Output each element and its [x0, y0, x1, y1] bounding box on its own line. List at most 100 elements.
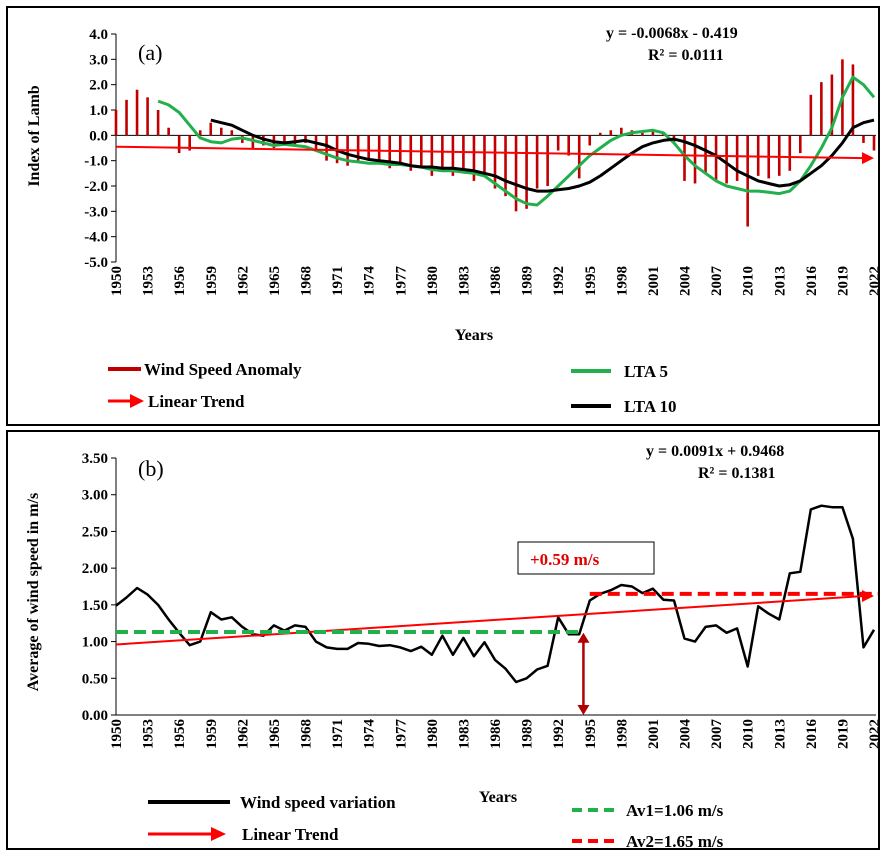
anomaly-bar — [598, 132, 602, 136]
anomaly-bar — [219, 127, 223, 136]
x-tick-label: 1953 — [141, 266, 157, 296]
x-tick-label: 2001 — [646, 719, 662, 749]
anomaly-bar — [409, 135, 413, 171]
trend-line-a — [115, 145, 865, 160]
x-tick-label: 1977 — [393, 266, 409, 297]
y-tick-label: 2.50 — [82, 524, 108, 540]
anomaly-bar — [230, 130, 234, 136]
anomaly-bar — [325, 135, 328, 161]
change-arrow-down — [577, 705, 590, 715]
y-tick-label: 4.0 — [89, 27, 108, 43]
x-tick-label: 1995 — [583, 266, 599, 296]
anomaly-bar — [135, 89, 139, 136]
x-tick-label: 1950 — [109, 266, 125, 296]
y-tick-label: -5.0 — [84, 255, 108, 271]
x-tick-label: 1971 — [330, 266, 346, 296]
y-tick-label: 2.00 — [82, 561, 108, 577]
panel-a-label: (a) — [138, 40, 162, 65]
panel-a: (a) y = -0.0068x - 0.419 R² = 0.0111 Yea… — [6, 6, 880, 426]
x-tick-label: 1992 — [551, 719, 567, 749]
x-tick-label: 2010 — [741, 719, 757, 749]
x-tick-label: 1989 — [520, 719, 536, 749]
x-tick-label: 1986 — [488, 719, 504, 750]
chart-a-svg: (a) y = -0.0068x - 0.419 R² = 0.0111 Yea… — [26, 25, 878, 416]
anomaly-bar — [725, 135, 728, 184]
anomaly-bar — [188, 135, 191, 151]
legend-trend-b-arrow — [211, 827, 226, 841]
legend-lta10-label: LTA 10 — [624, 397, 676, 416]
x-tick-label: 1998 — [614, 719, 630, 749]
increase-annotation-box — [517, 541, 655, 575]
y-tick-label: 1.50 — [82, 598, 108, 614]
lta5-line — [157, 75, 876, 207]
x-tick-label: 2016 — [804, 266, 820, 297]
x-tick-label: 1953 — [141, 719, 157, 749]
x-tick-label: 1974 — [362, 266, 378, 297]
panel-a-r2: R² = 0.0111 — [648, 47, 724, 64]
anomaly-bar — [777, 135, 781, 176]
legend-lta5-label: LTA 5 — [624, 362, 668, 381]
anomaly-bar — [746, 135, 749, 227]
anomaly-bar — [377, 135, 381, 164]
x-tick-label: 1968 — [299, 719, 315, 749]
y-tick-label: -4.0 — [84, 230, 108, 246]
anomaly-bar — [799, 135, 802, 154]
y-tick-label: 1.00 — [82, 635, 108, 651]
y-tick-label: 0.00 — [82, 708, 108, 724]
x-tick-label: 2013 — [772, 719, 788, 749]
panel-b-label: (b) — [138, 456, 164, 481]
anomaly-bar — [430, 135, 434, 176]
x-tick-label: 2007 — [709, 719, 725, 750]
anomaly-bar — [556, 135, 560, 151]
x-tick-label: 2022 — [867, 266, 878, 296]
anomaly-bar — [820, 82, 823, 136]
x-tick-label: 1971 — [330, 719, 346, 749]
x-tick-label: 2022 — [867, 719, 878, 749]
y-tick-label: 3.00 — [82, 488, 108, 504]
anomaly-bar — [356, 135, 360, 161]
x-tick-label: 1983 — [456, 266, 472, 296]
anomaly-bar — [735, 135, 739, 181]
x-tick-label: 1986 — [488, 266, 504, 297]
panel-b-r2: R² = 0.1381 — [698, 465, 775, 482]
lta10-line — [210, 118, 875, 193]
legend-trend-a-label: Linear Trend — [148, 392, 245, 411]
x-tick-label: 2010 — [741, 266, 757, 296]
anomaly-bar — [567, 135, 570, 156]
y-tick-label: -3.0 — [84, 204, 108, 220]
anomaly-bar — [620, 127, 623, 136]
legend-anomaly-label: Wind Speed Anomaly — [144, 360, 302, 379]
anomaly-bar — [209, 122, 213, 136]
anomaly-bar — [641, 132, 644, 136]
x-tick-label: 1959 — [204, 719, 220, 749]
anomaly-bar — [830, 74, 834, 136]
anomaly-bar — [546, 135, 549, 186]
anomaly-bar — [283, 135, 286, 143]
anomaly-bar — [504, 135, 507, 197]
anomaly-bar — [483, 135, 486, 174]
anomaly-bar — [177, 135, 181, 154]
x-tick-label: 1959 — [204, 266, 220, 296]
x-tick-label: 1950 — [109, 719, 125, 749]
panel-b-ylabel: Average of wind speed in m/s — [25, 493, 42, 691]
y-tick-label: -1.0 — [84, 154, 108, 170]
panel-b-xlabel: Years — [479, 789, 517, 806]
anomaly-bar — [588, 135, 592, 146]
anomaly-bar — [156, 110, 160, 136]
chart-b-svg: (b) y = 0.0091x + 0.9468 R² = 0.1381 Ave… — [25, 443, 878, 848]
x-tick-label: 1956 — [172, 266, 188, 297]
trend-line-b — [115, 595, 865, 646]
y-tick-label: 0.0 — [89, 128, 108, 144]
anomaly-bar — [398, 135, 402, 164]
anomaly-bar — [146, 97, 149, 136]
panel-a-ylabel: Index of Lamb — [26, 85, 43, 186]
anomaly-bar — [462, 135, 465, 174]
panel-b-equation: y = 0.0091x + 0.9468 — [646, 443, 784, 460]
x-tick-label: 1983 — [456, 719, 472, 749]
x-tick-label: 2016 — [804, 719, 820, 750]
anomaly-bar — [788, 135, 792, 171]
x-tick-label: 1998 — [614, 266, 630, 296]
trend-arrow-a — [862, 152, 874, 165]
